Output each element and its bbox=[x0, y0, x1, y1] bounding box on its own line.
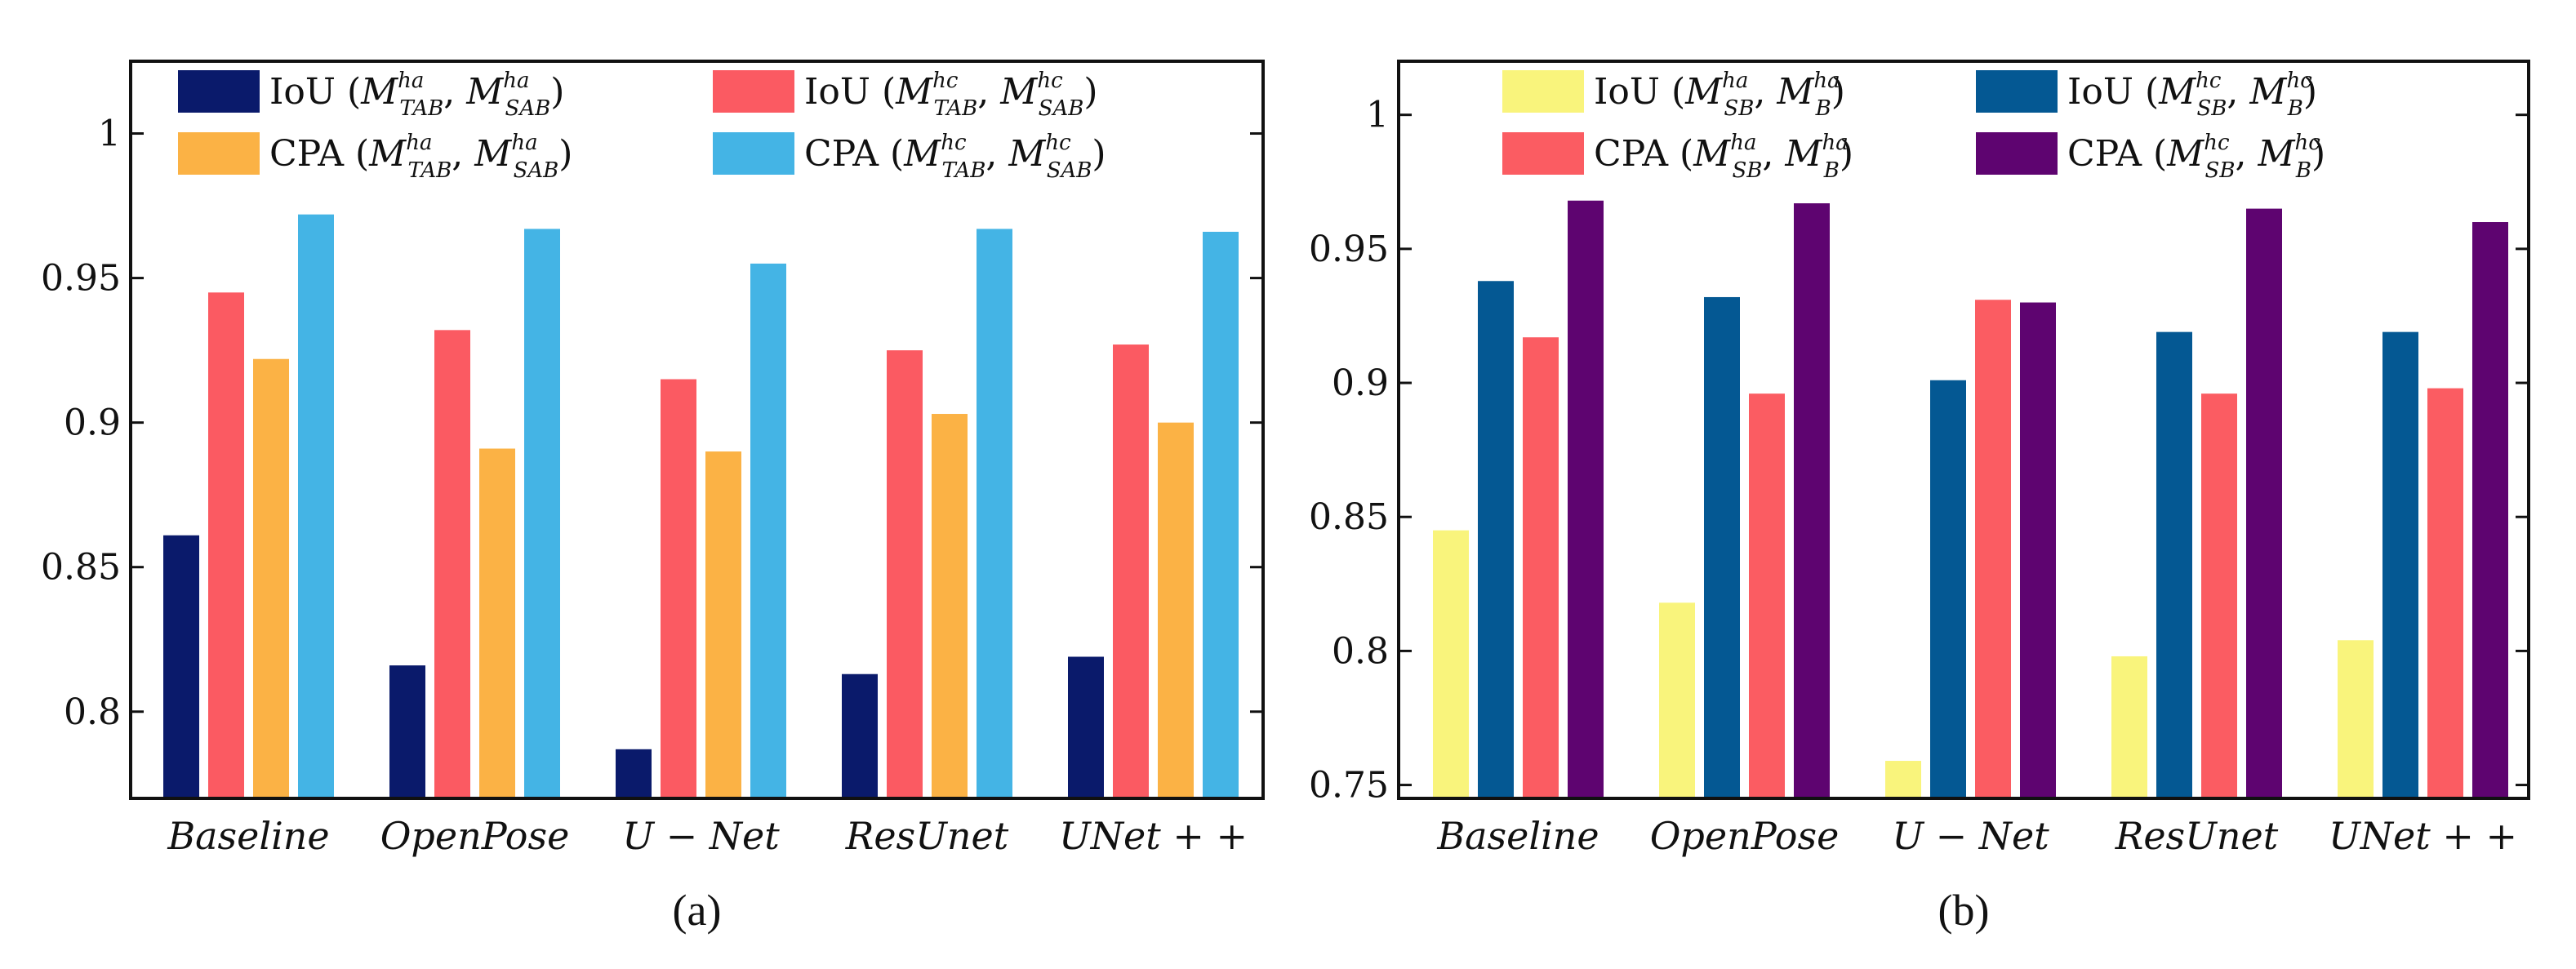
panel-caption: (b) bbox=[1938, 886, 1990, 935]
bar-iou-hc-2 bbox=[661, 379, 696, 798]
bar-cpa-hc-3 bbox=[2246, 208, 2282, 799]
bar-iou-hc-1 bbox=[434, 330, 470, 798]
bar-iou-hc-2 bbox=[1930, 380, 1966, 799]
bar-cpa-ha-1 bbox=[1749, 393, 1785, 798]
bar-iou-hc-0 bbox=[208, 292, 244, 798]
y-tick-label: 0.85 bbox=[1309, 496, 1389, 538]
bar-cpa-hc-1 bbox=[524, 229, 560, 798]
bar-iou-ha-3 bbox=[2111, 656, 2147, 798]
bar-iou-ha-4 bbox=[2338, 640, 2374, 798]
bar-cpa-hc-0 bbox=[298, 214, 334, 798]
legend-label: CPA (Mha TAB, Mha SAB) bbox=[269, 131, 572, 183]
y-tick-label: 0.95 bbox=[41, 258, 121, 300]
y-tick-label: 0.8 bbox=[1332, 630, 1389, 672]
legend-label: CPA (Mhc TAB, Mhc SAB) bbox=[804, 131, 1106, 183]
legend-label: IoU (Mha SB, Mha B) bbox=[1594, 69, 1845, 121]
category-label: ResUnet bbox=[845, 814, 1009, 858]
bar-cpa-hc-0 bbox=[1568, 200, 1604, 798]
bar-cpa-ha-3 bbox=[2201, 393, 2237, 798]
bar-cpa-ha-2 bbox=[705, 451, 741, 798]
category-label: UNet + + bbox=[2329, 814, 2517, 858]
bar-iou-ha-4 bbox=[1068, 656, 1104, 798]
bar-iou-ha-2 bbox=[616, 749, 652, 798]
category-label: OpenPose bbox=[380, 814, 570, 858]
bar-cpa-ha-0 bbox=[253, 358, 289, 798]
legend-swatch bbox=[1976, 70, 2058, 113]
bar-cpa-hc-4 bbox=[2472, 222, 2508, 798]
bar-cpa-hc-2 bbox=[2020, 302, 2056, 798]
category-label: OpenPose bbox=[1650, 814, 1840, 858]
legend-label: CPA (Mhc SB, Mhc B) bbox=[2067, 131, 2325, 183]
category-label: U − Net bbox=[622, 814, 780, 858]
legend-label: IoU (Mha TAB, Mha SAB) bbox=[269, 69, 564, 121]
legend-swatch bbox=[713, 70, 794, 113]
category-label: Baseline bbox=[167, 814, 329, 858]
bar-iou-hc-4 bbox=[2382, 331, 2418, 798]
legend-swatch bbox=[1976, 132, 2058, 175]
legend-swatch bbox=[713, 132, 794, 175]
bar-cpa-hc-4 bbox=[1203, 231, 1239, 798]
bar-iou-hc-3 bbox=[2156, 331, 2192, 798]
bar-cpa-ha-4 bbox=[1158, 422, 1194, 798]
legend-swatch bbox=[178, 70, 260, 113]
bar-iou-ha-3 bbox=[842, 673, 878, 798]
legend-swatch bbox=[178, 132, 260, 175]
category-label: UNet + + bbox=[1059, 814, 1248, 858]
bar-iou-ha-1 bbox=[389, 665, 425, 798]
bar-iou-ha-0 bbox=[163, 535, 199, 798]
axes-frame bbox=[1397, 60, 2530, 800]
bar-iou-hc-0 bbox=[1478, 281, 1514, 798]
bar-iou-ha-2 bbox=[1885, 761, 1921, 798]
y-tick-label: 1 bbox=[98, 113, 121, 155]
y-tick-label: 0.8 bbox=[64, 691, 121, 733]
y-tick-label: 0.9 bbox=[64, 402, 121, 444]
legend-label: IoU (Mhc SB, Mhc B) bbox=[2067, 69, 2317, 121]
bar-cpa-ha-3 bbox=[932, 414, 968, 798]
category-label: Baseline bbox=[1436, 814, 1599, 858]
legend-label: CPA (Mha SB, Mha B) bbox=[1594, 131, 1853, 183]
y-tick-label: 0.9 bbox=[1332, 362, 1389, 404]
bar-iou-hc-1 bbox=[1704, 296, 1740, 799]
bar-cpa-ha-1 bbox=[479, 448, 515, 798]
panel-b: Baseline OpenPose U − Net ResUnet UNet + + 0.… bbox=[1309, 60, 2530, 935]
bar-cpa-ha-0 bbox=[1523, 337, 1559, 798]
legend-swatch bbox=[1502, 70, 1584, 113]
legend-label: IoU (Mhc TAB, Mhc SAB) bbox=[804, 69, 1098, 121]
bar-iou-hc-4 bbox=[1113, 344, 1149, 799]
legend-swatch bbox=[1502, 132, 1584, 175]
bar-cpa-ha-4 bbox=[2427, 388, 2463, 798]
bar-iou-ha-0 bbox=[1433, 530, 1469, 798]
y-tick-label: 1 bbox=[1366, 95, 1389, 136]
bar-cpa-hc-3 bbox=[977, 229, 1012, 798]
category-label: ResUnet bbox=[2115, 814, 2279, 858]
y-tick-label: 0.95 bbox=[1309, 229, 1389, 270]
bar-cpa-hc-2 bbox=[750, 263, 786, 799]
bar-iou-hc-3 bbox=[887, 350, 923, 798]
bar-cpa-hc-1 bbox=[1794, 203, 1830, 799]
y-tick-label: 0.75 bbox=[1309, 765, 1389, 807]
bar-iou-ha-1 bbox=[1659, 602, 1695, 798]
y-tick-label: 0.85 bbox=[41, 547, 121, 589]
panel-a: Baseline OpenPose U − Net ResUnet UNet + + 0.… bbox=[41, 60, 1265, 935]
axes-frame bbox=[129, 60, 1265, 800]
bar-cpa-ha-2 bbox=[1975, 300, 2011, 798]
panel-caption: (a) bbox=[673, 886, 722, 935]
category-label: U − Net bbox=[1892, 814, 2049, 858]
